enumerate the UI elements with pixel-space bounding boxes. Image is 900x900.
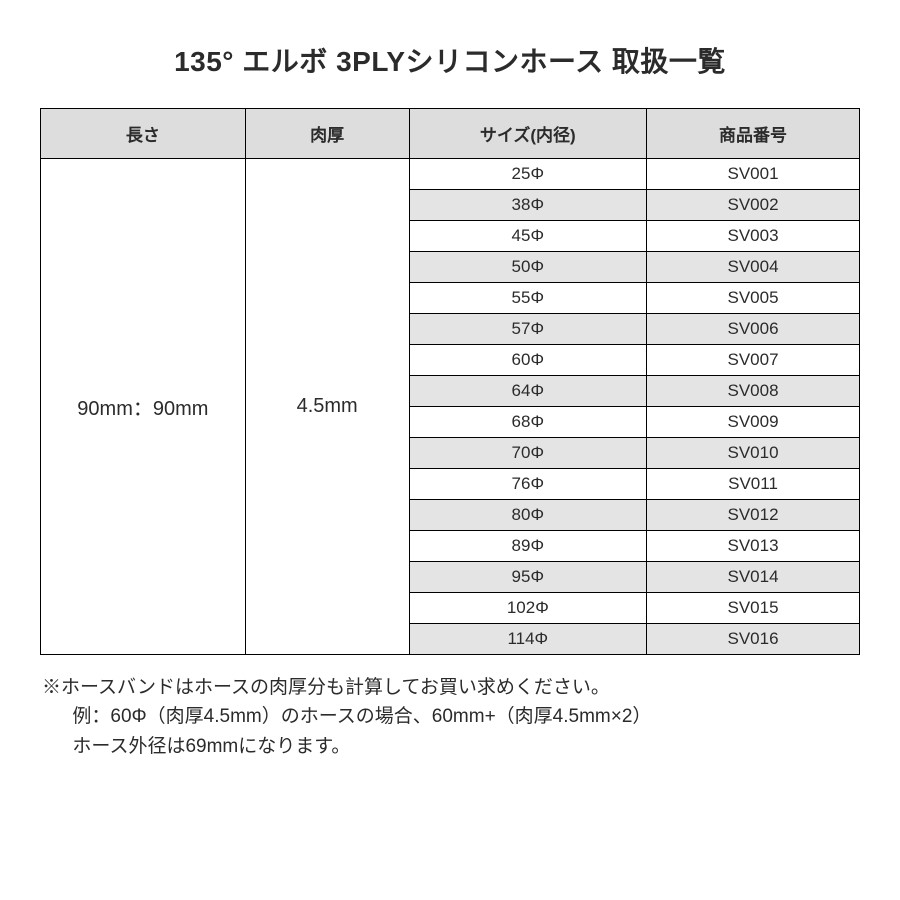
cell-length: 90mm：90mm xyxy=(41,159,246,655)
header-thickness: 肉厚 xyxy=(245,109,409,159)
cell-code: SV007 xyxy=(647,345,860,376)
cell-code: SV009 xyxy=(647,407,860,438)
footnote: ※ホースバンドはホースの肉厚分も計算してお買い求めください。 例：60Φ（肉厚4… xyxy=(40,673,860,761)
cell-size: 45Φ xyxy=(409,221,647,252)
cell-code: SV001 xyxy=(647,159,860,190)
cell-code: SV015 xyxy=(647,593,860,624)
cell-size: 80Φ xyxy=(409,500,647,531)
cell-size: 60Φ xyxy=(409,345,647,376)
cell-code: SV006 xyxy=(647,314,860,345)
cell-code: SV010 xyxy=(647,438,860,469)
cell-thickness: 4.5mm xyxy=(245,159,409,655)
cell-code: SV014 xyxy=(647,562,860,593)
table-header-row: 長さ 肉厚 サイズ(内径) 商品番号 xyxy=(41,109,860,159)
cell-code: SV004 xyxy=(647,252,860,283)
header-code: 商品番号 xyxy=(647,109,860,159)
cell-size: 114Φ xyxy=(409,624,647,655)
cell-size: 89Φ xyxy=(409,531,647,562)
cell-code: SV012 xyxy=(647,500,860,531)
cell-size: 38Φ xyxy=(409,190,647,221)
cell-size: 64Φ xyxy=(409,376,647,407)
product-table: 長さ 肉厚 サイズ(内径) 商品番号 90mm：90mm4.5mm25ΦSV00… xyxy=(40,108,860,655)
footnote-line-3: ホース外径は69mmになります。 xyxy=(42,732,860,761)
footnote-line-2: 例：60Φ（肉厚4.5mm）のホースの場合、60mm+（肉厚4.5mm×2） xyxy=(42,702,860,731)
cell-size: 50Φ xyxy=(409,252,647,283)
table-row: 90mm：90mm4.5mm25ΦSV001 xyxy=(41,159,860,190)
cell-size: 102Φ xyxy=(409,593,647,624)
cell-code: SV002 xyxy=(647,190,860,221)
cell-code: SV013 xyxy=(647,531,860,562)
header-size: サイズ(内径) xyxy=(409,109,647,159)
cell-size: 70Φ xyxy=(409,438,647,469)
cell-size: 55Φ xyxy=(409,283,647,314)
cell-size: 68Φ xyxy=(409,407,647,438)
cell-code: SV008 xyxy=(647,376,860,407)
cell-size: 95Φ xyxy=(409,562,647,593)
cell-code: SV005 xyxy=(647,283,860,314)
cell-size: 57Φ xyxy=(409,314,647,345)
cell-size: 76Φ xyxy=(409,469,647,500)
cell-code: SV003 xyxy=(647,221,860,252)
cell-code: SV011 xyxy=(647,469,860,500)
page-title: 135° エルボ 3PLYシリコンホース 取扱一覧 xyxy=(40,40,860,80)
footnote-line-1: ※ホースバンドはホースの肉厚分も計算してお買い求めください。 xyxy=(42,673,860,702)
cell-code: SV016 xyxy=(647,624,860,655)
header-length: 長さ xyxy=(41,109,246,159)
cell-size: 25Φ xyxy=(409,159,647,190)
